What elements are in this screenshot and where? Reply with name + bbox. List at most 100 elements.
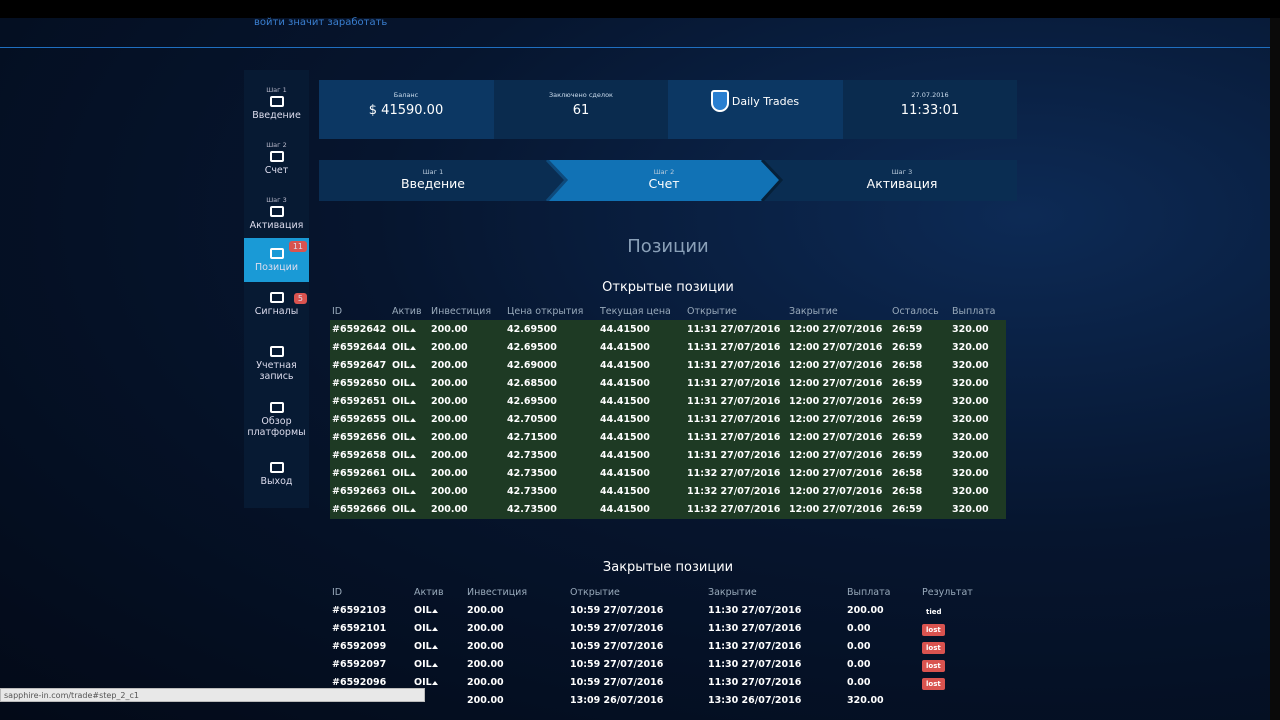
header-line	[0, 47, 1270, 48]
table-cell: 11:31 27/07/2016	[687, 360, 781, 371]
step[interactable]: Шаг 3 Активация	[787, 160, 1017, 201]
table-cell: 0.00	[847, 623, 871, 634]
table-cell: 0.00	[847, 641, 871, 652]
table-cell: 320.00	[952, 432, 989, 443]
nav-icon	[269, 462, 284, 473]
nav-item[interactable]: Обзор платформы	[244, 400, 309, 450]
up-arrow	[410, 418, 416, 422]
up-arrow	[432, 609, 438, 613]
column-header: ID	[332, 306, 343, 317]
step[interactable]: Шаг 2 Счет	[555, 160, 773, 201]
column-header: Открытие	[687, 306, 737, 317]
arrow-edge	[545, 160, 569, 201]
table-cell: 0.00	[847, 659, 871, 670]
step[interactable]: Шаг 1 Введение	[319, 160, 547, 201]
table-cell: 42.69000	[507, 360, 557, 371]
table-cell: 11:32 27/07/2016	[687, 468, 781, 479]
steps: Шаг 1 Введение Шаг 2 Счет Шаг 3 Активация	[319, 160, 1017, 201]
step-label: Активация	[866, 176, 938, 191]
table-cell: #6592644	[332, 342, 387, 353]
table-cell: 12:00 27/07/2016	[789, 432, 883, 443]
brand: Daily Trades	[668, 90, 842, 112]
table-cell: 320.00	[847, 695, 884, 706]
nav-item[interactable]: Учетная запись	[244, 344, 309, 394]
up-arrow	[432, 681, 438, 685]
table-cell: 12:00 27/07/2016	[789, 468, 883, 479]
table-cell: #6592655	[332, 414, 387, 425]
table-cell: 320.00	[952, 468, 989, 479]
up-arrow	[432, 627, 438, 631]
stat: Баланс $ 41590.00	[319, 80, 493, 139]
table-cell: 44.41500	[600, 432, 650, 443]
up-arrow	[410, 346, 416, 350]
table-cell: 200.00	[847, 605, 884, 616]
table-cell: 42.69500	[507, 324, 557, 335]
table-cell: #6592103	[332, 605, 387, 616]
step-label: Счет	[648, 176, 680, 191]
table-cell: OIL	[392, 486, 410, 497]
nav-item[interactable]: Сигналы 5	[244, 290, 309, 330]
table-cell: 26:59	[892, 396, 923, 407]
stat: 27.07.2016 11:33:01	[843, 80, 1017, 139]
table-cell: 11:30 27/07/2016	[708, 641, 802, 652]
column-header: Текущая цена	[600, 306, 671, 317]
step-number: Шаг 3	[891, 168, 913, 176]
nav-icon	[269, 402, 284, 413]
table-cell: 200.00	[431, 486, 468, 497]
table-cell: 12:00 27/07/2016	[789, 342, 883, 353]
table-cell: 26:58	[892, 468, 923, 479]
stat: Заключено сделок 61	[494, 80, 668, 139]
status-bar: sapphire-in.com/trade#step_2_c1	[0, 688, 425, 702]
step-number: Шаг 1	[422, 168, 444, 176]
table-cell: 200.00	[431, 342, 468, 353]
table-cell: #6592097	[332, 659, 387, 670]
nav-item[interactable]: Шаг 2 Счет	[244, 141, 309, 181]
table-cell: #6592658	[332, 450, 387, 461]
table-cell: #6592101	[332, 623, 387, 634]
table-cell: 10:59 27/07/2016	[570, 623, 664, 634]
section-title: Открытые позиции	[602, 280, 734, 295]
up-arrow	[410, 400, 416, 404]
table-cell: 11:32 27/07/2016	[687, 486, 781, 497]
step-number: Шаг 2	[653, 168, 675, 176]
table-cell: 11:31 27/07/2016	[687, 450, 781, 461]
up-arrow	[410, 364, 416, 368]
table-cell: 26:59	[892, 414, 923, 425]
brand-name: Daily Trades	[731, 94, 800, 108]
nav-label: Сигналы	[254, 306, 299, 317]
table-cell: 42.73500	[507, 468, 557, 479]
nav-step: Шаг 1	[266, 86, 287, 94]
table-cell: OIL	[392, 504, 410, 515]
table-cell: 26:59	[892, 342, 923, 353]
table-cell: OIL	[414, 677, 432, 688]
table-cell: 44.41500	[600, 360, 650, 371]
table-cell: 11:30 27/07/2016	[708, 605, 802, 616]
table-cell: 42.73500	[507, 450, 557, 461]
column-header: Инвестиция	[467, 587, 528, 598]
table-cell: #6592099	[332, 641, 387, 652]
nav-item[interactable]: Шаг 3 Активация	[244, 196, 309, 236]
table-cell: 11:32 27/07/2016	[687, 504, 781, 515]
table-cell: 26:59	[892, 450, 923, 461]
result-badge: lost	[922, 624, 945, 636]
table-cell: 13:09 26/07/2016	[570, 695, 664, 706]
table-cell: 11:31 27/07/2016	[687, 324, 781, 335]
table-cell: 12:00 27/07/2016	[789, 396, 883, 407]
table-cell: 200.00	[467, 695, 504, 706]
up-arrow	[410, 382, 416, 386]
column-header: Результат	[922, 587, 973, 598]
nav-item[interactable]: Выход	[244, 460, 309, 500]
table-cell: 11:31 27/07/2016	[687, 378, 781, 389]
column-header: Цена открытия	[507, 306, 584, 317]
nav-item[interactable]: Шаг 1 Введение	[244, 86, 309, 126]
stat-label: Заключено сделок	[549, 91, 613, 99]
table-cell: 200.00	[467, 641, 504, 652]
nav-item[interactable]: Позиции 11	[244, 238, 309, 282]
up-arrow	[410, 454, 416, 458]
table-cell: OIL	[392, 396, 410, 407]
table-cell: 44.41500	[600, 450, 650, 461]
table-cell: 26:58	[892, 486, 923, 497]
table-cell: 11:31 27/07/2016	[687, 432, 781, 443]
result-badge: lost	[922, 660, 945, 672]
arrow-edge	[760, 160, 784, 201]
